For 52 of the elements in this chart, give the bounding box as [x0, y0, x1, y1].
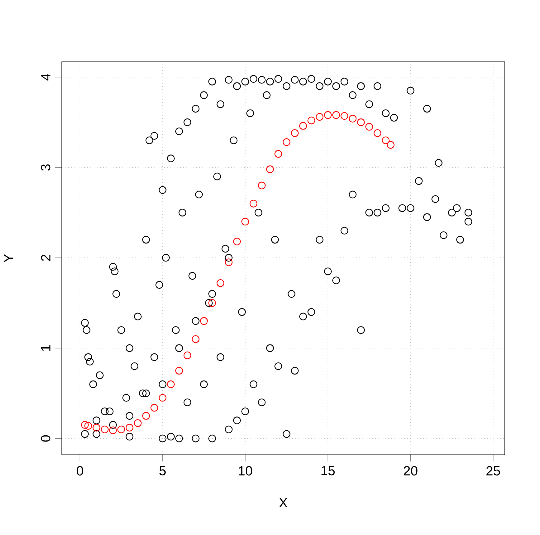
point: [291, 130, 299, 138]
point: [200, 317, 208, 326]
point: [258, 182, 266, 190]
point: [81, 421, 90, 430]
point: [184, 352, 192, 360]
y-axis-title: Y: [4, 254, 14, 263]
x-tick-label: 20: [404, 466, 418, 476]
point: [225, 258, 233, 266]
point: [250, 200, 258, 208]
point: [134, 420, 142, 428]
y-tick-label: 2: [41, 254, 51, 262]
point: [242, 218, 250, 226]
point: [208, 299, 216, 308]
point: [92, 424, 101, 432]
point: [299, 122, 308, 130]
x-tick-label: 15: [322, 466, 335, 476]
point: [109, 426, 118, 434]
point: [387, 141, 395, 149]
point: [101, 426, 109, 434]
point: [175, 367, 184, 375]
point: [316, 113, 324, 121]
y-tick-label: 0: [41, 436, 51, 442]
point: [340, 112, 349, 120]
point: [266, 166, 274, 174]
point: [142, 412, 150, 420]
point: [274, 150, 282, 158]
point: [282, 138, 291, 146]
point: [192, 335, 200, 344]
x-tick-label: 0: [77, 466, 84, 476]
point: [366, 123, 374, 131]
point: [308, 116, 316, 125]
y-tick-label: 1: [41, 345, 51, 352]
point: [126, 424, 134, 432]
point: [382, 136, 390, 144]
x-tick-label: 25: [486, 466, 500, 476]
y-tick-label: 4: [41, 74, 51, 81]
x-tick-label: 10: [239, 466, 252, 476]
point: [357, 118, 366, 126]
point: [332, 111, 340, 120]
point: [118, 426, 126, 434]
point: [216, 279, 225, 288]
point: [374, 130, 382, 138]
point: [158, 394, 167, 402]
point: [233, 238, 242, 246]
point: [349, 115, 357, 123]
x-axis-title: X: [279, 498, 288, 508]
point: [167, 380, 175, 388]
point: [84, 422, 92, 430]
x-tick-label: 5: [160, 466, 166, 476]
point: [150, 404, 158, 412]
point: [324, 111, 332, 120]
y-tick-label: 3: [41, 164, 51, 171]
